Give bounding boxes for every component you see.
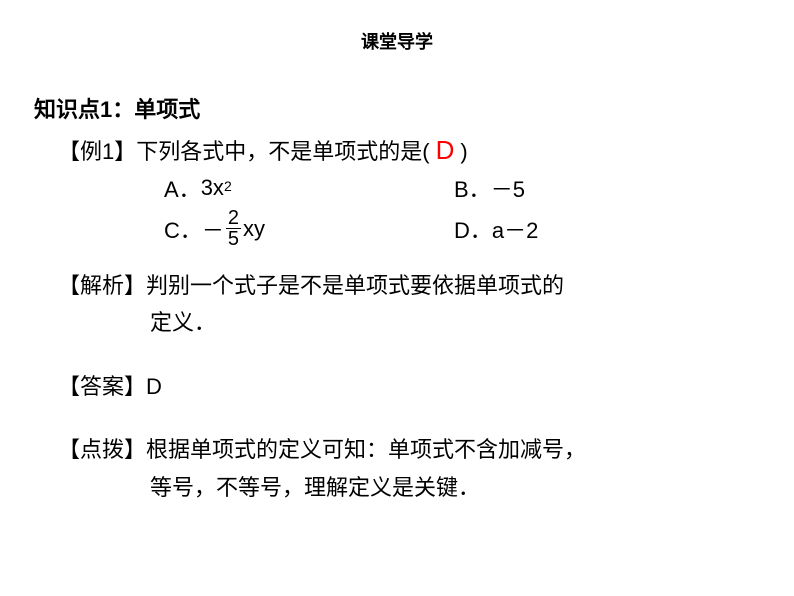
analysis-line2: 定义． <box>150 304 760 341</box>
example-question-pre: 下列各式中，不是单项式的是( <box>136 134 429 166</box>
option-d-text: a－2 <box>492 213 538 245</box>
answer-text: D <box>146 374 162 399</box>
analysis-label: 【解析】 <box>58 273 146 298</box>
option-c-fraction: 2 5 <box>226 208 241 249</box>
analysis-line1: 判别一个式子是不是单项式要依据单项式的 <box>146 273 564 298</box>
option-a: A． 3x2 <box>164 172 454 204</box>
option-a-sup: 2 <box>224 178 232 194</box>
option-c-prefix: － <box>202 213 224 245</box>
answer-label: 【答案】 <box>58 374 146 399</box>
option-d: D． a－2 <box>454 213 538 245</box>
options-row-2: C． － 2 5 xy D． a－2 <box>164 208 760 249</box>
analysis-block: 【解析】判别一个式子是不是单项式要依据单项式的 定义． <box>58 267 760 342</box>
example-label: 【例1】 <box>58 134 136 166</box>
option-b: B． －5 <box>454 172 525 204</box>
option-c: C． － 2 5 xy <box>164 208 454 249</box>
option-a-letter: A． <box>164 172 201 204</box>
option-c-frac-den: 5 <box>226 228 241 249</box>
hint-label: 【点拨】 <box>58 437 146 462</box>
answer-block: 【答案】D <box>58 368 760 405</box>
option-c-suffix: xy <box>243 216 265 242</box>
example-question-post: ) <box>460 139 467 165</box>
option-b-text: －5 <box>491 172 525 204</box>
hint-line2: 等号，不等号，理解定义是关键． <box>150 469 760 506</box>
option-d-letter: D． <box>454 213 492 245</box>
answer-mark: D <box>430 135 461 166</box>
option-a-exp: 3x <box>201 175 224 201</box>
example-question: 【例1】 下列各式中，不是单项式的是( D ) <box>58 134 760 166</box>
options-row-1: A． 3x2 B． －5 <box>164 172 760 204</box>
hint-line1: 根据单项式的定义可知：单项式不含加减号， <box>146 437 586 462</box>
option-c-frac-num: 2 <box>226 208 241 228</box>
page-title: 课堂导学 <box>34 28 760 54</box>
option-b-letter: B． <box>454 172 491 204</box>
option-c-letter: C． <box>164 213 202 245</box>
hint-block: 【点拨】根据单项式的定义可知：单项式不含加减号， 等号，不等号，理解定义是关键． <box>58 431 760 506</box>
section-heading: 知识点1：单项式 <box>34 92 760 124</box>
